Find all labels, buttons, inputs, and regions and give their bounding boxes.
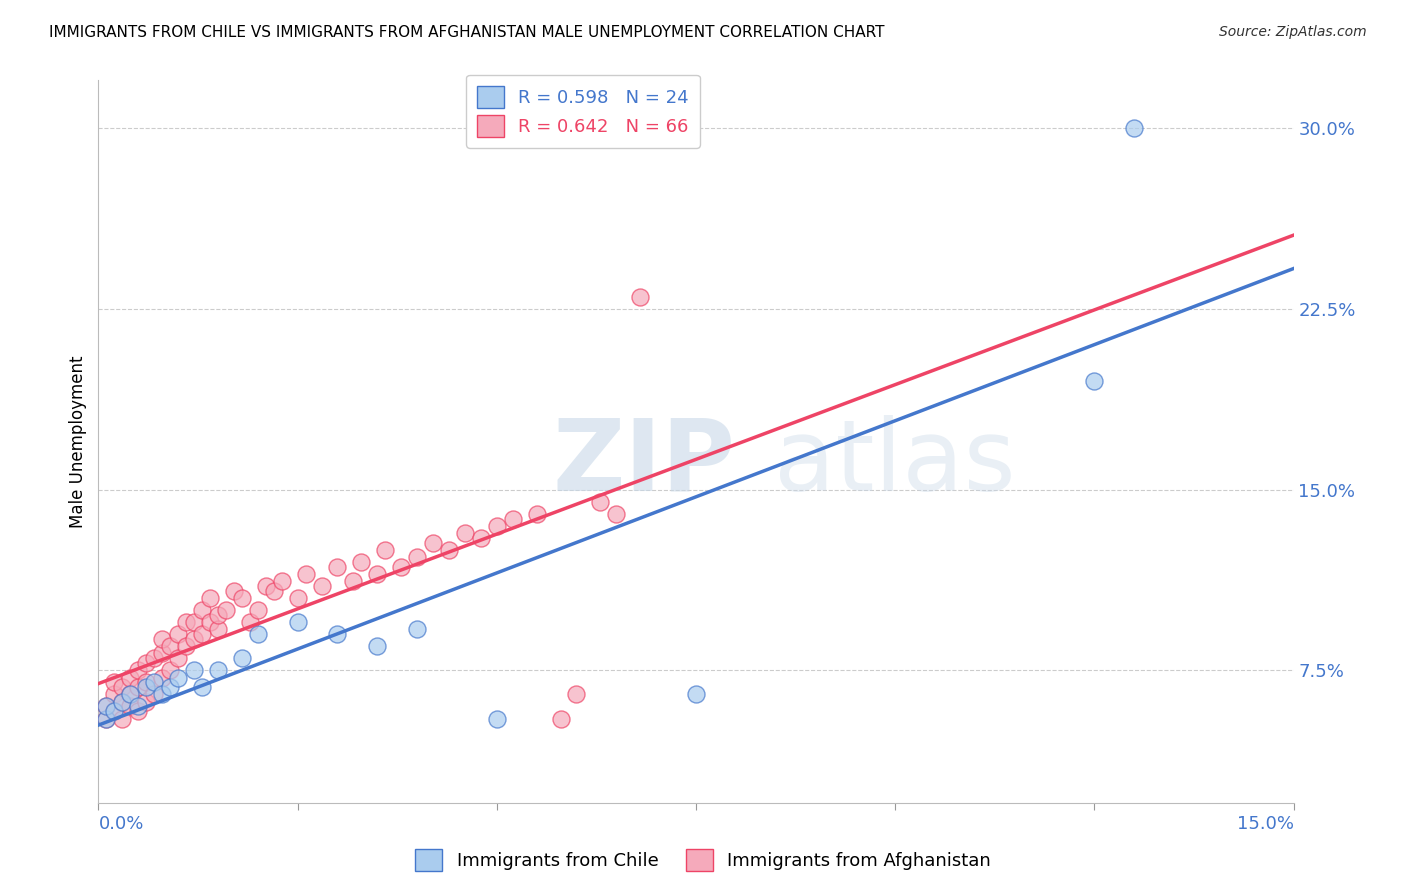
Point	[263, 583, 285, 598]
Point	[254, 579, 277, 593]
Point	[311, 579, 333, 593]
Point	[191, 603, 214, 617]
Point	[103, 675, 125, 690]
Point	[406, 550, 429, 565]
Point	[127, 704, 149, 718]
Point	[96, 699, 118, 714]
Text: Source: ZipAtlas.com: Source: ZipAtlas.com	[1219, 25, 1367, 39]
Point	[437, 542, 460, 557]
Point	[127, 664, 149, 678]
Point	[526, 507, 548, 521]
Point	[222, 583, 245, 598]
Point	[685, 687, 707, 701]
Point	[167, 651, 190, 665]
Y-axis label: Male Unemployment: Male Unemployment	[69, 355, 87, 528]
Point	[150, 647, 173, 661]
Point	[1123, 121, 1146, 136]
Point	[143, 687, 166, 701]
Point	[287, 591, 309, 605]
Point	[143, 675, 166, 690]
Point	[111, 695, 134, 709]
Point	[120, 671, 142, 685]
Point	[454, 526, 477, 541]
Point	[565, 687, 588, 701]
Point	[96, 712, 118, 726]
Point	[143, 651, 166, 665]
Point	[174, 615, 197, 630]
Point	[287, 615, 309, 630]
Point	[120, 699, 142, 714]
Text: ZIP: ZIP	[553, 415, 735, 512]
Point	[270, 574, 292, 589]
Point	[342, 574, 364, 589]
Text: atlas: atlas	[773, 415, 1015, 512]
Point	[485, 712, 508, 726]
Point	[470, 531, 492, 545]
Point	[326, 627, 349, 641]
Point	[135, 656, 157, 670]
Point	[120, 687, 142, 701]
Point	[628, 290, 651, 304]
Text: 0.0%: 0.0%	[98, 815, 143, 833]
Point	[159, 680, 181, 694]
Point	[103, 704, 125, 718]
Text: 15.0%: 15.0%	[1236, 815, 1294, 833]
Point	[191, 680, 214, 694]
Point	[174, 639, 197, 653]
Point	[111, 680, 134, 694]
Point	[422, 535, 444, 549]
Point	[150, 671, 173, 685]
Point	[127, 699, 149, 714]
Point	[550, 712, 572, 726]
Point	[207, 607, 229, 622]
Point	[150, 632, 173, 646]
Point	[350, 555, 373, 569]
Point	[183, 632, 205, 646]
Point	[207, 664, 229, 678]
Point	[198, 591, 221, 605]
Point	[215, 603, 238, 617]
Point	[406, 623, 429, 637]
Point	[150, 687, 173, 701]
Point	[135, 680, 157, 694]
Point	[96, 699, 118, 714]
Point	[111, 695, 134, 709]
Text: IMMIGRANTS FROM CHILE VS IMMIGRANTS FROM AFGHANISTAN MALE UNEMPLOYMENT CORRELATI: IMMIGRANTS FROM CHILE VS IMMIGRANTS FROM…	[49, 25, 884, 40]
Point	[191, 627, 214, 641]
Point	[127, 680, 149, 694]
Point	[167, 671, 190, 685]
Point	[326, 559, 349, 574]
Legend: R = 0.598   N = 24, R = 0.642   N = 66: R = 0.598 N = 24, R = 0.642 N = 66	[465, 75, 700, 148]
Point	[183, 615, 205, 630]
Point	[135, 675, 157, 690]
Point	[374, 542, 396, 557]
Point	[159, 664, 181, 678]
Point	[1083, 374, 1105, 388]
Point	[167, 627, 190, 641]
Point	[96, 712, 118, 726]
Point	[239, 615, 262, 630]
Point	[502, 511, 524, 525]
Point	[159, 639, 181, 653]
Point	[103, 687, 125, 701]
Point	[198, 615, 221, 630]
Point	[183, 664, 205, 678]
Point	[135, 695, 157, 709]
Point	[389, 559, 412, 574]
Point	[366, 639, 388, 653]
Point	[120, 687, 142, 701]
Point	[103, 704, 125, 718]
Point	[111, 712, 134, 726]
Point	[366, 567, 388, 582]
Point	[589, 494, 612, 508]
Point	[231, 591, 253, 605]
Legend: Immigrants from Chile, Immigrants from Afghanistan: Immigrants from Chile, Immigrants from A…	[408, 842, 998, 879]
Point	[485, 518, 508, 533]
Point	[246, 627, 269, 641]
Point	[207, 623, 229, 637]
Point	[246, 603, 269, 617]
Point	[231, 651, 253, 665]
Point	[294, 567, 316, 582]
Point	[605, 507, 627, 521]
